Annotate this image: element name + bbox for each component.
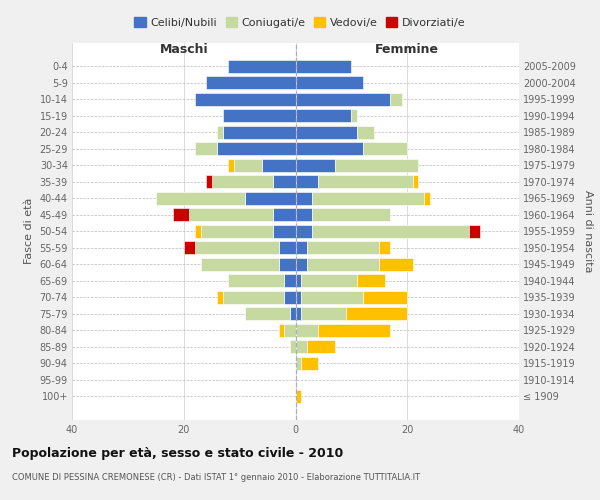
Bar [296, 109, 352, 122]
Y-axis label: Anni di nascita: Anni di nascita [583, 190, 593, 272]
Bar [318, 324, 391, 337]
Bar [212, 176, 273, 188]
Bar [391, 92, 401, 106]
Bar [273, 176, 296, 188]
Bar [217, 126, 223, 138]
Bar [279, 324, 284, 337]
Bar [312, 225, 469, 237]
Bar [301, 308, 346, 320]
Bar [217, 291, 223, 304]
Bar [301, 357, 318, 370]
Bar [290, 340, 296, 353]
Bar [296, 258, 307, 270]
Legend: Celibi/Nubili, Coniugati/e, Vedovi/e, Divorziati/e: Celibi/Nubili, Coniugati/e, Vedovi/e, Di… [130, 13, 470, 32]
Bar [195, 242, 279, 254]
Bar [312, 208, 391, 221]
Bar [156, 192, 245, 204]
Bar [229, 274, 284, 287]
Bar [296, 142, 362, 155]
Bar [190, 208, 273, 221]
Bar [469, 225, 480, 237]
Bar [279, 242, 296, 254]
Bar [229, 60, 296, 72]
Bar [200, 258, 279, 270]
Bar [307, 340, 335, 353]
Bar [296, 324, 318, 337]
Bar [290, 308, 296, 320]
Bar [217, 142, 296, 155]
Bar [279, 258, 296, 270]
Text: Femmine: Femmine [375, 43, 439, 56]
Bar [301, 274, 357, 287]
Bar [245, 308, 290, 320]
Bar [245, 192, 296, 204]
Bar [296, 291, 301, 304]
Text: Maschi: Maschi [160, 43, 208, 56]
Bar [357, 274, 385, 287]
Bar [413, 176, 418, 188]
Bar [273, 225, 296, 237]
Bar [296, 225, 312, 237]
Y-axis label: Fasce di età: Fasce di età [24, 198, 34, 264]
Bar [173, 208, 190, 221]
Bar [184, 242, 195, 254]
Bar [296, 60, 352, 72]
Bar [357, 126, 374, 138]
Bar [296, 274, 301, 287]
Bar [296, 76, 362, 89]
Bar [335, 158, 418, 172]
Bar [296, 357, 301, 370]
Bar [296, 92, 391, 106]
Bar [296, 308, 301, 320]
Bar [318, 176, 413, 188]
Bar [296, 176, 318, 188]
Bar [284, 274, 296, 287]
Bar [262, 158, 296, 172]
Bar [296, 158, 335, 172]
Bar [379, 242, 391, 254]
Text: Popolazione per età, sesso e stato civile - 2010: Popolazione per età, sesso e stato civil… [12, 448, 343, 460]
Bar [195, 92, 296, 106]
Bar [346, 308, 407, 320]
Bar [273, 208, 296, 221]
Bar [296, 340, 307, 353]
Bar [206, 176, 212, 188]
Bar [296, 192, 312, 204]
Bar [195, 142, 217, 155]
Bar [296, 208, 312, 221]
Bar [352, 109, 357, 122]
Bar [296, 390, 301, 403]
Bar [312, 192, 424, 204]
Bar [284, 291, 296, 304]
Bar [223, 291, 284, 304]
Bar [296, 242, 307, 254]
Text: COMUNE DI PESSINA CREMONESE (CR) - Dati ISTAT 1° gennaio 2010 - Elaborazione TUT: COMUNE DI PESSINA CREMONESE (CR) - Dati … [12, 472, 420, 482]
Bar [362, 291, 407, 304]
Bar [234, 158, 262, 172]
Bar [223, 109, 296, 122]
Bar [301, 291, 362, 304]
Bar [229, 158, 234, 172]
Bar [200, 225, 273, 237]
Bar [307, 242, 379, 254]
Bar [195, 225, 200, 237]
Bar [223, 126, 296, 138]
Bar [307, 258, 379, 270]
Bar [296, 126, 357, 138]
Bar [284, 324, 296, 337]
Bar [362, 142, 407, 155]
Bar [424, 192, 430, 204]
Bar [206, 76, 296, 89]
Bar [379, 258, 413, 270]
